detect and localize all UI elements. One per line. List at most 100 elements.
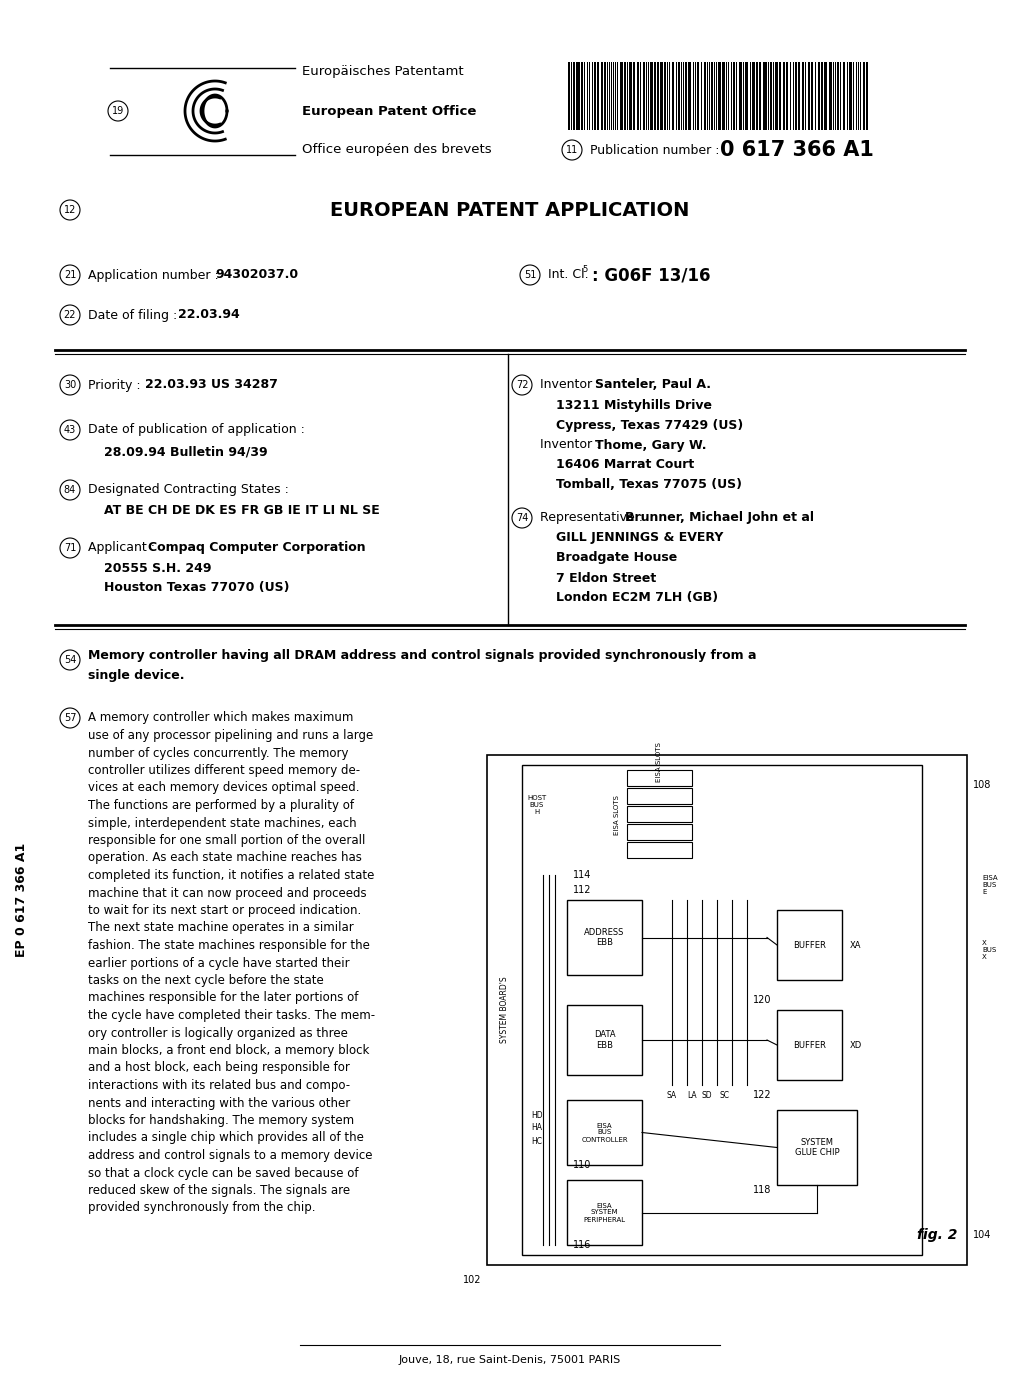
Text: A memory controller which makes maximum: A memory controller which makes maximum	[88, 712, 353, 724]
Text: The functions are performed by a plurality of: The functions are performed by a plurali…	[88, 799, 354, 811]
Bar	[865, 62, 867, 130]
Text: interactions with its related bus and compo-: interactions with its related bus and co…	[88, 1079, 350, 1092]
Bar	[862, 62, 864, 130]
Bar	[600, 62, 602, 130]
Text: earlier portions of a cycle have started their: earlier portions of a cycle have started…	[88, 956, 350, 970]
Text: HOST
BUS
H: HOST BUS H	[527, 795, 546, 816]
Bar	[762, 62, 766, 130]
Text: EISA
BUS
E: EISA BUS E	[981, 875, 997, 896]
Text: XD: XD	[849, 1041, 861, 1050]
Bar	[649, 62, 652, 130]
Bar	[672, 62, 674, 130]
Text: DATA
EBB: DATA EBB	[593, 1031, 614, 1050]
Bar	[522, 765, 921, 1254]
Text: fig. 2: fig. 2	[916, 1228, 956, 1242]
Text: number of cycles concurrently. The memory: number of cycles concurrently. The memor…	[88, 747, 348, 759]
Text: 21: 21	[64, 270, 76, 280]
Text: Application number :: Application number :	[88, 269, 218, 282]
Bar	[659, 62, 662, 130]
Text: Inventor :: Inventor :	[539, 378, 600, 392]
Text: 7 Eldon Street: 7 Eldon Street	[555, 571, 655, 585]
Text: to wait for its next start or proceed indication.: to wait for its next start or proceed in…	[88, 904, 361, 916]
Text: fashion. The state machines responsible for the: fashion. The state machines responsible …	[88, 938, 370, 952]
Text: Thome, Gary W.: Thome, Gary W.	[594, 439, 706, 451]
Text: EISA
BUS
CONTROLLER: EISA BUS CONTROLLER	[581, 1122, 628, 1143]
Text: Compaq Computer Corporation: Compaq Computer Corporation	[148, 541, 365, 555]
Bar	[837, 62, 839, 130]
Text: 104: 104	[972, 1230, 990, 1241]
Text: London EC2M 7LH (GB): London EC2M 7LH (GB)	[555, 592, 717, 604]
Bar	[739, 62, 741, 130]
Text: EISA SLOTS: EISA SLOTS	[613, 795, 620, 835]
Text: Europäisches Patentamt: Europäisches Patentamt	[302, 65, 464, 79]
Text: 71: 71	[64, 542, 76, 553]
Bar	[797, 62, 799, 130]
Text: 84: 84	[64, 484, 76, 495]
Bar	[744, 62, 747, 130]
Text: single device.: single device.	[88, 669, 184, 683]
Bar	[624, 62, 626, 130]
Bar	[567, 1100, 641, 1165]
Text: machine that it can now proceed and proceeds: machine that it can now proceed and proc…	[88, 886, 366, 900]
Bar	[596, 62, 598, 130]
Text: Publication number :: Publication number :	[589, 144, 718, 156]
Bar	[663, 62, 665, 130]
Text: controller utilizes different speed memory de-: controller utilizes different speed memo…	[88, 765, 360, 777]
Text: SA: SA	[666, 1090, 677, 1100]
Text: BUFFER: BUFFER	[793, 941, 825, 949]
Text: Jouve, 18, rue Saint-Denis, 75001 PARIS: Jouve, 18, rue Saint-Denis, 75001 PARIS	[398, 1355, 621, 1365]
Bar	[627, 842, 691, 858]
Text: Priority :: Priority :	[88, 378, 141, 392]
Text: Office européen des brevets: Office européen des brevets	[302, 144, 491, 156]
Text: the cycle have completed their tasks. The mem-: the cycle have completed their tasks. Th…	[88, 1009, 375, 1023]
Text: 122: 122	[752, 1090, 770, 1100]
Text: Applicant :: Applicant :	[88, 541, 155, 555]
Text: BUFFER: BUFFER	[793, 1041, 825, 1050]
Bar	[568, 62, 570, 130]
Bar	[758, 62, 760, 130]
Bar	[685, 62, 687, 130]
Text: 51: 51	[524, 270, 536, 280]
Text: ADDRESS
EBB: ADDRESS EBB	[584, 927, 624, 947]
Text: Brunner, Michael John et al: Brunner, Michael John et al	[625, 512, 813, 524]
Text: SD: SD	[701, 1090, 711, 1100]
Text: Santeler, Paul A.: Santeler, Paul A.	[594, 378, 710, 392]
Bar	[603, 62, 605, 130]
Bar	[627, 770, 691, 787]
Text: address and control signals to a memory device: address and control signals to a memory …	[88, 1150, 372, 1162]
Text: and a host block, each being responsible for: and a host block, each being responsible…	[88, 1061, 350, 1075]
Text: 94302037.0: 94302037.0	[215, 269, 298, 282]
Text: European Patent Office: European Patent Office	[302, 105, 476, 117]
Text: SYSTEM
GLUE CHIP: SYSTEM GLUE CHIP	[794, 1137, 839, 1158]
Bar	[688, 62, 690, 130]
Text: provided synchronously from the chip.: provided synchronously from the chip.	[88, 1202, 315, 1214]
Bar	[817, 62, 819, 130]
Bar	[620, 62, 623, 130]
Text: EISA
SYSTEM
PERIPHERAL: EISA SYSTEM PERIPHERAL	[583, 1202, 625, 1223]
Text: 110: 110	[573, 1161, 591, 1170]
Bar	[573, 62, 575, 130]
Text: 22.03.93 US 34287: 22.03.93 US 34287	[145, 378, 277, 392]
Text: 22: 22	[63, 310, 76, 320]
Text: HC: HC	[531, 1137, 542, 1145]
Text: so that a clock cycle can be saved because of: so that a clock cycle can be saved becau…	[88, 1166, 358, 1180]
Text: 54: 54	[64, 656, 76, 665]
Text: completed its function, it notifies a related state: completed its function, it notifies a re…	[88, 869, 374, 882]
Text: EISA SLOTS: EISA SLOTS	[656, 742, 662, 782]
Bar	[810, 62, 812, 130]
Bar	[567, 1005, 641, 1075]
Text: 43: 43	[64, 425, 76, 435]
Text: HA: HA	[531, 1123, 542, 1133]
Text: Int. Cl.: Int. Cl.	[547, 269, 588, 282]
Text: Tomball, Texas 77075 (US): Tomball, Texas 77075 (US)	[555, 479, 741, 491]
Bar	[807, 62, 809, 130]
Bar	[627, 806, 691, 822]
Bar	[776, 1110, 856, 1185]
Bar	[776, 909, 841, 980]
Text: 108: 108	[972, 780, 990, 789]
Text: EUROPEAN PATENT APPLICATION: EUROPEAN PATENT APPLICATION	[330, 200, 689, 219]
Bar	[581, 62, 583, 130]
Bar	[629, 62, 632, 130]
Text: 116: 116	[573, 1241, 591, 1250]
Text: 19: 19	[112, 106, 124, 116]
